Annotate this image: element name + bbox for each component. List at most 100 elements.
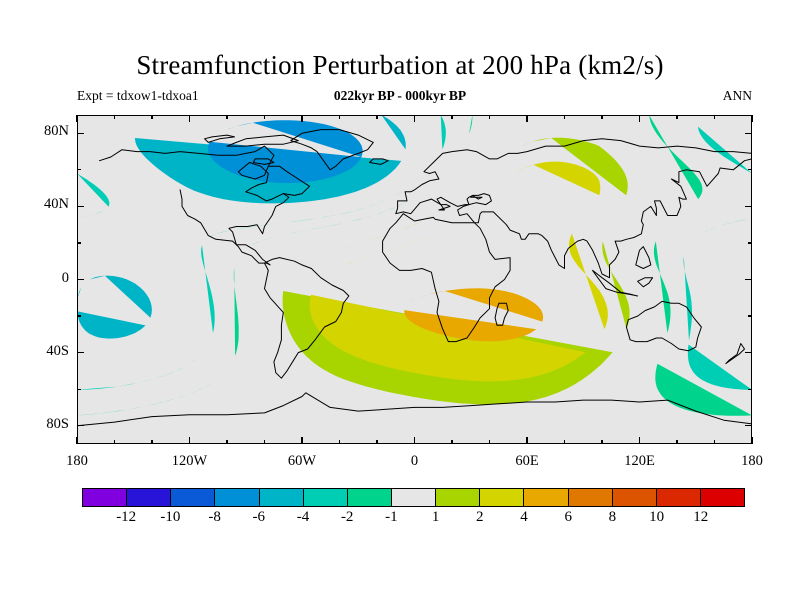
axis-tick: [563, 115, 566, 119]
coastline-path-5: [625, 300, 702, 352]
colorbar-tick-label: 6: [564, 509, 572, 525]
axis-tick: [77, 315, 81, 317]
axis-tick: [526, 115, 528, 122]
colorbar-cell-5[interactable]: [303, 489, 348, 506]
colorbar-cell-13[interactable]: [656, 489, 701, 506]
y-axis-label: 80N: [44, 123, 69, 140]
colorbar-tick-label: -2: [340, 509, 354, 525]
axis-tick: [526, 437, 528, 444]
coastline-path-9: [725, 343, 745, 365]
axis-tick: [77, 425, 84, 427]
y-axis-label: 80S: [46, 415, 69, 432]
colorbar-tick-label: 8: [608, 509, 617, 525]
y-axis-label: 40N: [44, 196, 69, 213]
coastline-path-11: [637, 277, 654, 288]
axis-tick: [76, 437, 78, 444]
axis-tick: [745, 132, 752, 134]
x-axis-label: 0: [410, 453, 419, 469]
contour-band-positive-2: [309, 161, 608, 382]
axis-tick: [676, 115, 678, 119]
contour-band-negative--1: [77, 115, 752, 416]
axis-tick: [188, 437, 191, 444]
axis-tick: [301, 115, 303, 122]
colorbar-tick-label: 2: [476, 509, 484, 525]
axis-tick: [745, 351, 752, 354]
colorbar-cell-10[interactable]: [524, 489, 569, 506]
axis-tick: [77, 242, 81, 244]
x-axis-label: 60W: [287, 453, 317, 469]
contour-band-positive-4: [404, 288, 544, 342]
axis-tick: [751, 437, 753, 444]
axis-tick: [451, 115, 453, 119]
axis-tick: [188, 115, 191, 122]
colorbar-cell-11[interactable]: [568, 489, 613, 506]
page-title: Streamfunction Perturbation at 200 hPa (…: [136, 50, 664, 80]
x-axis-label: 120E: [624, 453, 655, 469]
colorbar-cell-9[interactable]: [480, 489, 525, 506]
axis-tick: [745, 205, 752, 208]
colorbar-tick-label: -12: [116, 509, 137, 525]
colorbar-cell-3[interactable]: [215, 489, 260, 506]
colorbar-cell-8[interactable]: [436, 489, 481, 506]
y-axis-label: 40S: [46, 342, 69, 359]
axis-tick: [76, 115, 78, 122]
colorbar-cell-2[interactable]: [171, 489, 216, 506]
x-axis-label: 120W: [171, 453, 208, 469]
axis-tick: [338, 115, 341, 119]
axis-tick: [151, 440, 153, 444]
axis-tick: [77, 388, 81, 390]
colorbar-cell-1[interactable]: [127, 489, 172, 506]
axis-tick: [745, 425, 752, 427]
axis-tick: [488, 115, 491, 119]
colorbar-cell-6[interactable]: [347, 489, 392, 506]
coastline-path-1: [179, 189, 290, 266]
axis-tick: [751, 115, 753, 122]
y-axis-label: 0: [61, 269, 69, 286]
x-axis-label: 180: [66, 453, 88, 469]
axis-tick: [151, 115, 153, 119]
coastline-path-0: [99, 145, 310, 202]
axis-tick: [488, 440, 491, 444]
colorbar[interactable]: [82, 488, 745, 507]
colorbar-cell-7[interactable]: [391, 489, 437, 506]
axis-tick: [77, 278, 84, 281]
axis-tick: [745, 278, 752, 281]
colorbar-cell-0[interactable]: [83, 489, 128, 506]
coastline-path-4: [382, 213, 511, 343]
season-label: ANN: [722, 88, 752, 103]
axis-tick: [748, 242, 752, 244]
x-axis-label: 180: [741, 453, 763, 469]
colorbar-tick-label: -1: [385, 509, 398, 525]
axis-tick: [601, 115, 603, 119]
axis-tick: [77, 169, 81, 171]
axis-tick: [226, 440, 228, 444]
axis-tick: [263, 115, 266, 119]
coastline-path-2: [264, 257, 350, 379]
contour-band-negative--6: [207, 120, 363, 184]
coastline-path-8: [369, 158, 389, 165]
axis-tick: [301, 437, 303, 444]
colorbar-cell-12[interactable]: [612, 489, 657, 506]
coastline-path-12: [635, 246, 652, 269]
experiment-label: Expt = tdxow1-tdxoa1: [77, 88, 199, 103]
axis-tick: [376, 115, 378, 119]
axis-tick: [113, 440, 116, 444]
colorbar-tick-label: 4: [520, 509, 528, 525]
axis-tick: [77, 351, 84, 354]
axis-tick: [748, 169, 752, 171]
axis-tick: [413, 115, 416, 122]
axis-tick: [413, 437, 416, 444]
coastline-path-15: [204, 134, 235, 143]
coastlines: [77, 129, 752, 434]
coastline-path-3: [395, 138, 752, 279]
axis-tick: [77, 205, 84, 208]
colorbar-cell-14[interactable]: [700, 489, 745, 506]
colorbar-tick-label: -4: [296, 509, 310, 525]
axis-tick: [77, 132, 84, 134]
map-plot-area[interactable]: [77, 115, 752, 444]
colorbar-cell-4[interactable]: [259, 489, 304, 506]
period-label: 022kyr BP - 000kyr BP: [333, 88, 467, 103]
axis-tick: [451, 440, 453, 444]
contour-field: [77, 115, 752, 444]
